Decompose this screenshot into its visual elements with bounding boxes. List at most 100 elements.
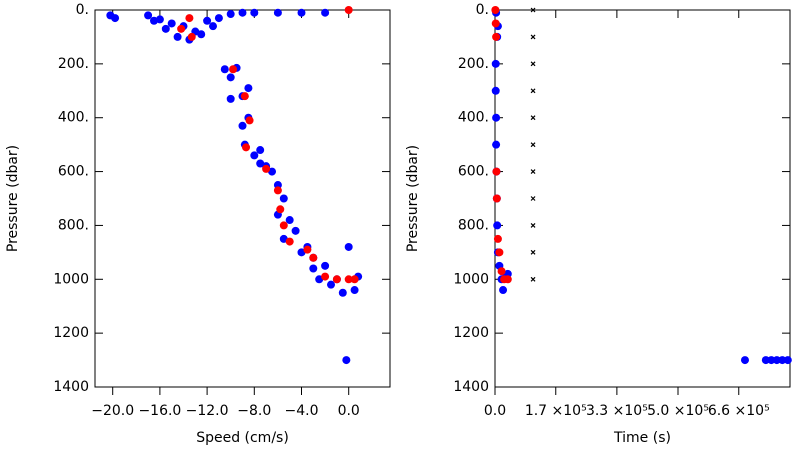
- x-tick-label: 0.0: [338, 403, 360, 419]
- point: [321, 8, 330, 17]
- point: [197, 30, 206, 39]
- y-tick-label: 800.: [58, 217, 89, 233]
- x-tick-label: 5.0 ×10⁵: [647, 403, 709, 419]
- point: [492, 167, 501, 176]
- point: [492, 194, 501, 203]
- point: [761, 356, 770, 365]
- point: [530, 88, 536, 94]
- point: [111, 14, 120, 23]
- point: [161, 24, 170, 33]
- point: [530, 223, 536, 228]
- point: [344, 242, 353, 251]
- point: [297, 8, 306, 17]
- point: [187, 32, 196, 41]
- point: [772, 356, 781, 365]
- y-tick-label: 1000: [53, 271, 89, 287]
- point: [493, 234, 502, 243]
- point: [250, 151, 259, 160]
- point: [229, 65, 238, 74]
- point: [492, 140, 501, 149]
- point: [273, 8, 282, 17]
- point: [783, 356, 792, 365]
- y-axis-label: Pressure (dbar): [405, 145, 421, 252]
- point: [226, 94, 235, 103]
- point: [226, 10, 235, 19]
- y-axis-label: Pressure (dbar): [5, 145, 21, 252]
- point: [273, 186, 282, 195]
- point: [309, 264, 318, 273]
- point: [503, 275, 512, 284]
- point: [491, 19, 500, 28]
- point: [492, 32, 501, 41]
- y-tick-label: 400.: [458, 110, 489, 126]
- y-tick-label: 600.: [458, 164, 489, 180]
- point: [209, 22, 217, 31]
- point: [291, 226, 300, 235]
- point: [499, 286, 508, 295]
- point: [173, 32, 182, 41]
- y-tick-label: 800.: [458, 217, 489, 233]
- point: [238, 8, 247, 17]
- point: [497, 267, 506, 276]
- point: [185, 14, 194, 23]
- point: [226, 73, 235, 82]
- x-tick-label: −8.0: [237, 403, 271, 419]
- point: [350, 275, 359, 284]
- point: [262, 164, 271, 173]
- point: [530, 276, 536, 282]
- x-tick-label: −16.0: [138, 403, 181, 419]
- y-tick-label: 200.: [458, 56, 489, 72]
- plot-frame: [494, 9, 791, 388]
- point: [256, 159, 265, 168]
- point: [530, 115, 536, 121]
- point: [309, 253, 318, 262]
- point: [276, 205, 285, 214]
- point: [240, 92, 249, 101]
- point: [530, 34, 536, 40]
- point: [321, 261, 330, 270]
- y-tick-label: 1200: [53, 325, 89, 341]
- point: [338, 288, 347, 297]
- point: [344, 6, 353, 14]
- point: [767, 356, 776, 365]
- point: [530, 7, 536, 13]
- x-tick-label: −12.0: [186, 403, 229, 419]
- point: [327, 280, 335, 289]
- point: [530, 196, 536, 201]
- point: [177, 24, 186, 33]
- point: [256, 146, 265, 155]
- y-tick-label: 1200: [453, 325, 489, 341]
- point: [530, 61, 536, 67]
- point: [285, 237, 294, 246]
- x-tick-label: −4.0: [285, 403, 319, 419]
- point: [242, 143, 251, 152]
- plot-frame: [94, 9, 391, 388]
- y-tick-label: 1400: [453, 379, 489, 395]
- point: [150, 16, 158, 25]
- point: [491, 59, 500, 68]
- y-tick-label: 600.: [58, 164, 89, 180]
- x-tick-label: −20.0: [91, 403, 134, 419]
- y-tick-label: 200.: [58, 56, 89, 72]
- x-tick-label: 6.6 ×10⁵: [708, 403, 770, 419]
- point: [778, 356, 787, 365]
- point: [491, 6, 500, 14]
- x-tick-label: 1.7 ×10⁵: [525, 403, 587, 419]
- point: [530, 249, 536, 255]
- point: [493, 221, 502, 230]
- x-axis-label: Speed (cm/s): [196, 430, 289, 446]
- point: [214, 14, 223, 23]
- y-tick-label: 1400: [53, 379, 89, 395]
- y-tick-label: 1000: [453, 271, 489, 287]
- point: [245, 116, 254, 125]
- point: [203, 16, 212, 25]
- y-tick-label: 0.: [76, 2, 89, 18]
- point: [167, 19, 176, 28]
- point: [303, 245, 312, 254]
- point: [332, 275, 341, 284]
- point: [279, 221, 288, 230]
- point: [495, 248, 504, 257]
- point: [530, 169, 536, 174]
